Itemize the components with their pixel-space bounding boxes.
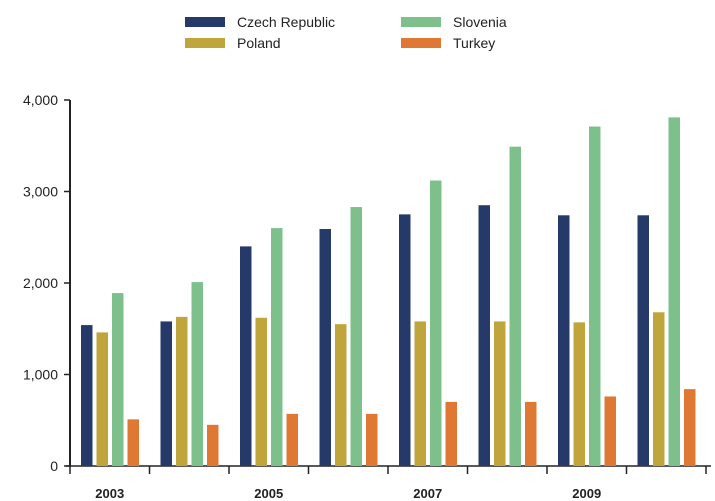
bar-turkey-2003 — [127, 419, 139, 466]
y-tick-label: 4,000 — [23, 92, 58, 108]
bar-turkey-2006 — [366, 413, 378, 466]
bar-czech-republic-2006 — [319, 229, 331, 466]
bar-slovenia-2006 — [350, 207, 362, 466]
bar-turkey-2004 — [207, 424, 219, 466]
legend-swatch-czech-republic — [185, 17, 225, 27]
bar-turkey-2010 — [684, 389, 696, 466]
x-tick-label: 2007 — [413, 486, 442, 501]
bar-poland-2010 — [653, 312, 665, 466]
legend-label-czech-republic: Czech Republic — [237, 14, 336, 30]
legend-swatch-slovenia — [401, 17, 441, 27]
bar-slovenia-2003 — [112, 293, 124, 466]
bar-slovenia-2008 — [509, 146, 521, 467]
x-tick-label: 2003 — [95, 486, 124, 501]
bar-slovenia-2007 — [430, 180, 442, 466]
legend: Czech Republic Poland Slovenia Turkey — [0, 0, 715, 60]
legend-swatch-turkey — [401, 38, 441, 48]
bar-czech-republic-2003 — [81, 325, 93, 466]
bar-turkey-2008 — [525, 401, 537, 466]
legend-label-poland: Poland — [237, 35, 281, 51]
bar-turkey-2005 — [286, 413, 298, 466]
x-tick-label: 2005 — [254, 486, 283, 501]
y-tick-label: 1,000 — [23, 367, 58, 383]
y-tick-label: 0 — [50, 458, 58, 474]
legend-swatch-poland — [185, 38, 225, 48]
legend-label-slovenia: Slovenia — [453, 14, 507, 30]
bar-slovenia-2010 — [668, 117, 680, 466]
bar-poland-2004 — [176, 316, 188, 466]
bar-czech-republic-2007 — [399, 214, 411, 466]
bar-poland-2007 — [414, 321, 426, 466]
y-tick-label: 2,000 — [23, 275, 58, 291]
bar-poland-2008 — [494, 321, 506, 466]
x-tick-label: 2009 — [572, 486, 601, 501]
legend-item-slovenia: Slovenia — [401, 14, 507, 30]
bar-turkey-2007 — [445, 401, 457, 466]
bar-poland-2006 — [335, 324, 347, 466]
bar-czech-republic-2010 — [637, 215, 649, 466]
bar-czech-republic-2004 — [160, 321, 172, 466]
bar-slovenia-2004 — [191, 282, 203, 466]
bar-turkey-2009 — [604, 396, 616, 466]
legend-item-turkey: Turkey — [401, 35, 495, 51]
bar-poland-2003 — [96, 332, 108, 466]
bar-poland-2005 — [255, 317, 267, 466]
legend-item-poland: Poland — [185, 35, 281, 51]
legend-item-czech-republic: Czech Republic — [185, 14, 335, 30]
y-tick-label: 3,000 — [23, 184, 58, 200]
bar-slovenia-2005 — [271, 228, 283, 466]
bar-slovenia-2009 — [589, 126, 601, 466]
legend-label-turkey: Turkey — [453, 35, 496, 51]
bar-poland-2009 — [573, 322, 585, 466]
bar-czech-republic-2008 — [478, 205, 490, 466]
bar-czech-republic-2009 — [558, 215, 570, 466]
bar-czech-republic-2005 — [240, 246, 252, 466]
